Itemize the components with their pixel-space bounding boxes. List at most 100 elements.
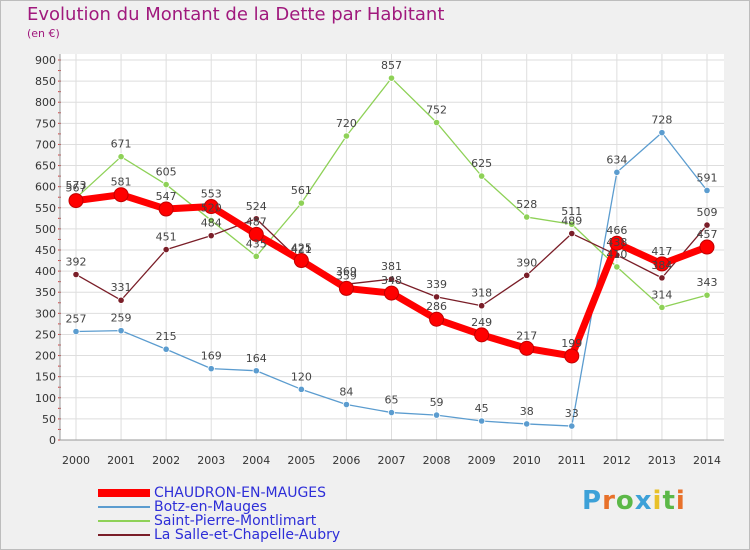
data-point xyxy=(252,367,260,375)
data-label: 591 xyxy=(697,171,718,184)
data-label: 164 xyxy=(246,352,267,365)
data-point xyxy=(523,271,531,279)
x-tick-label: 2008 xyxy=(423,454,451,467)
data-point xyxy=(72,270,80,279)
data-label: 59 xyxy=(430,396,444,409)
data-label: 573 xyxy=(66,179,87,192)
data-point xyxy=(162,345,170,353)
data-label: 857 xyxy=(381,59,402,72)
y-tick-label: 900 xyxy=(35,54,56,67)
data-point xyxy=(613,263,621,271)
y-tick-label: 250 xyxy=(35,328,56,341)
data-label: 318 xyxy=(471,287,492,300)
data-label: 65 xyxy=(385,394,399,407)
legend-item: Botz-en-Mauges xyxy=(98,500,340,514)
data-point xyxy=(158,201,174,217)
data-label: 435 xyxy=(246,237,267,250)
data-point xyxy=(342,132,351,140)
data-label: 457 xyxy=(697,228,718,241)
data-point xyxy=(162,245,170,254)
data-label: 752 xyxy=(426,103,447,116)
data-label: 438 xyxy=(606,236,627,249)
data-label: 561 xyxy=(291,184,312,197)
data-label: 511 xyxy=(561,205,582,218)
legend: CHAUDRON-EN-MAUGES Botz-en-Mauges Saint-Pi… xyxy=(98,486,340,542)
data-point xyxy=(523,420,531,428)
y-tick-label: 700 xyxy=(35,138,56,151)
data-label: 259 xyxy=(111,312,132,325)
data-label: 553 xyxy=(201,188,222,201)
x-tick-label: 2002 xyxy=(152,454,180,467)
data-point xyxy=(117,153,125,161)
legend-swatch xyxy=(98,520,150,522)
y-tick-label: 150 xyxy=(35,371,56,384)
data-point xyxy=(654,256,670,272)
data-label: 257 xyxy=(66,312,87,325)
data-point xyxy=(248,226,264,242)
data-point xyxy=(658,303,666,312)
legend-swatch xyxy=(98,534,150,536)
data-label: 286 xyxy=(426,300,447,313)
data-label: 484 xyxy=(201,217,222,230)
x-tick-label: 2009 xyxy=(468,454,496,467)
data-label: 359 xyxy=(336,269,357,282)
data-point xyxy=(384,285,399,301)
legend-label: La Salle-et-Chapelle-Aubry xyxy=(154,527,341,543)
x-tick-label: 2006 xyxy=(332,454,360,467)
data-label: 421 xyxy=(291,243,312,256)
data-point xyxy=(613,168,621,176)
x-tick-label: 2004 xyxy=(242,454,270,467)
y-tick-label: 650 xyxy=(35,160,56,173)
data-point xyxy=(429,311,445,327)
y-tick-label: 800 xyxy=(35,96,56,109)
y-tick-label: 400 xyxy=(35,265,56,278)
y-tick-label: 50 xyxy=(42,413,56,426)
data-point xyxy=(252,215,260,223)
data-point xyxy=(203,199,219,215)
data-label: 466 xyxy=(606,224,627,237)
data-point xyxy=(658,129,666,137)
data-label: 339 xyxy=(426,278,447,291)
data-point xyxy=(523,213,531,221)
data-label: 581 xyxy=(111,176,132,189)
legend-swatch xyxy=(98,506,150,508)
legend-label: Saint-Pierre-Montlimart xyxy=(154,513,317,529)
y-tick-label: 750 xyxy=(35,117,56,130)
data-label: 451 xyxy=(156,231,177,244)
data-label: 384 xyxy=(651,259,672,272)
data-label: 509 xyxy=(697,206,718,219)
data-label: 520 xyxy=(201,201,222,214)
data-point xyxy=(703,186,711,195)
data-label: 547 xyxy=(156,190,177,203)
data-point xyxy=(297,385,305,393)
x-tick-label: 2010 xyxy=(513,454,541,467)
x-tick-label: 2007 xyxy=(378,454,406,467)
data-point xyxy=(568,422,576,430)
data-label: 348 xyxy=(381,274,402,287)
data-label: 625 xyxy=(471,157,492,170)
data-point xyxy=(387,275,396,283)
data-label: 605 xyxy=(156,166,177,179)
x-tick-label: 2014 xyxy=(693,454,721,467)
data-label: 390 xyxy=(516,256,537,269)
data-label: 120 xyxy=(291,370,312,383)
data-label: 671 xyxy=(111,138,132,151)
data-point xyxy=(568,229,576,238)
data-label: 331 xyxy=(111,281,132,294)
data-point xyxy=(72,327,80,336)
legend-label: Botz-en-Mauges xyxy=(154,499,267,515)
data-label: 343 xyxy=(697,276,718,289)
x-tick-label: 2012 xyxy=(603,454,631,467)
data-point xyxy=(474,327,490,343)
data-label: 38 xyxy=(520,405,534,418)
legend-item: CHAUDRON-EN-MAUGES xyxy=(98,486,340,500)
data-point xyxy=(207,365,215,373)
data-label: 410 xyxy=(606,248,627,261)
data-point xyxy=(564,348,580,364)
data-point xyxy=(68,193,84,209)
y-tick-label: 300 xyxy=(35,307,56,320)
data-label: 369 xyxy=(336,265,357,278)
data-point xyxy=(113,187,129,203)
data-label: 720 xyxy=(336,117,357,130)
